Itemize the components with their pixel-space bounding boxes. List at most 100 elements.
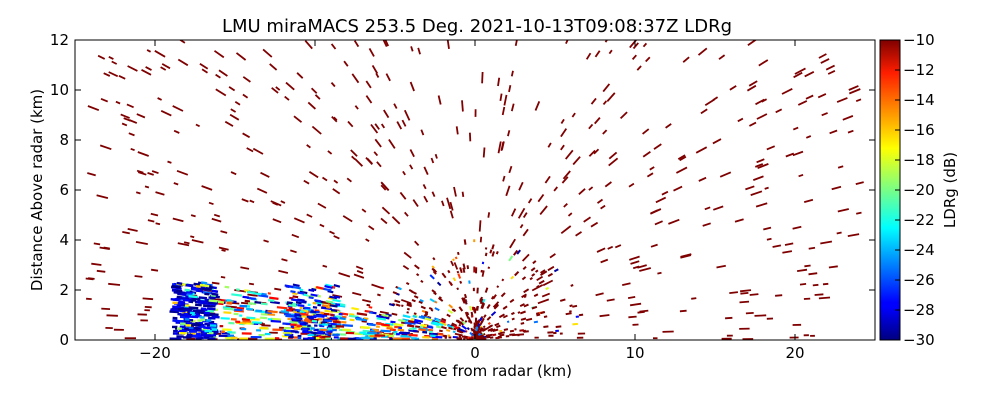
- echo-mark: [479, 236, 483, 243]
- echo-mark: [508, 255, 514, 262]
- echo-mark: [191, 239, 204, 244]
- echo-mark: [223, 307, 235, 311]
- echo-mark: [365, 238, 370, 242]
- echo-mark: [177, 242, 190, 247]
- echo-mark: [388, 303, 395, 307]
- echo-mark: [401, 304, 404, 307]
- echo-mark: [761, 98, 768, 103]
- echo-mark: [704, 206, 711, 211]
- echo-mark: [486, 303, 491, 309]
- colorbar-tick-label: −24: [903, 241, 935, 259]
- echo-mark: [424, 310, 429, 314]
- echo-mark: [297, 304, 305, 308]
- echo-mark: [600, 204, 606, 210]
- echo-mark: [312, 306, 318, 309]
- colorbar-label: LDRg (dB): [941, 152, 959, 228]
- echo-mark: [293, 285, 302, 290]
- echo-mark: [484, 287, 489, 293]
- echo-mark: [322, 264, 328, 268]
- echo-mark: [329, 304, 338, 308]
- echo-mark: [487, 321, 491, 326]
- echo-mark: [108, 55, 114, 60]
- echo-mark: [234, 100, 241, 106]
- echo-mark: [642, 150, 651, 158]
- echo-mark: [171, 285, 181, 289]
- echo-mark: [295, 301, 302, 305]
- echo-mark: [398, 332, 410, 335]
- echo-mark: [120, 113, 130, 119]
- echo-mark: [406, 303, 413, 308]
- echo-mark: [315, 286, 324, 290]
- echo-mark: [342, 215, 353, 223]
- echo-mark: [308, 288, 315, 292]
- echo-mark: [286, 301, 293, 305]
- colorbar-tick-label: −12: [903, 61, 935, 79]
- echo-mark: [184, 283, 193, 288]
- echo-mark: [583, 216, 592, 223]
- echo-mark: [631, 54, 637, 60]
- echo-mark: [303, 179, 310, 185]
- echo-mark: [803, 198, 814, 203]
- echo-mark: [306, 144, 311, 149]
- echo-mark: [792, 126, 799, 131]
- echo-mark: [856, 211, 862, 215]
- echo-mark: [637, 311, 645, 314]
- echo-mark: [567, 212, 573, 217]
- echo-mark: [560, 118, 565, 124]
- echo-mark: [245, 307, 254, 311]
- echo-mark: [395, 303, 401, 307]
- echo-mark: [588, 123, 594, 130]
- echo-mark: [280, 310, 290, 314]
- echo-mark: [522, 212, 528, 218]
- echo-mark: [421, 309, 426, 314]
- echo-mark: [447, 309, 454, 315]
- echo-mark: [368, 311, 373, 314]
- echo-mark: [396, 121, 403, 130]
- echo-mark: [632, 42, 639, 50]
- echo-mark: [458, 323, 462, 327]
- echo-mark: [679, 155, 687, 162]
- echo-mark: [435, 318, 441, 323]
- echo-mark: [307, 101, 317, 110]
- echo-mark: [608, 151, 618, 160]
- echo-mark: [456, 251, 460, 256]
- echo-mark: [763, 226, 772, 231]
- echo-mark: [805, 94, 814, 100]
- echo-mark: [403, 251, 412, 259]
- echo-mark: [331, 302, 336, 306]
- echo-mark: [482, 325, 486, 329]
- echo-mark: [510, 311, 515, 316]
- echo-mark: [126, 103, 134, 109]
- echo-mark: [463, 299, 468, 305]
- echo-mark: [497, 141, 502, 154]
- echo-mark: [198, 296, 208, 300]
- echo-mark: [311, 125, 322, 135]
- echo-mark: [242, 320, 252, 323]
- echo-mark: [461, 191, 465, 198]
- echo-mark: [446, 324, 453, 329]
- echo-mark: [293, 115, 303, 123]
- echo-mark: [501, 141, 505, 150]
- x-axis: −20 −10 0 10 20: [139, 40, 805, 362]
- echo-mark: [144, 185, 150, 189]
- echo-mark: [575, 231, 582, 237]
- echo-mark: [430, 157, 435, 164]
- echo-mark: [836, 231, 842, 235]
- echo-mark: [85, 277, 94, 281]
- echo-mark: [713, 205, 724, 211]
- echo-mark: [499, 333, 505, 337]
- echo-mark: [151, 170, 159, 175]
- echo-mark: [847, 129, 854, 134]
- echo-mark: [147, 172, 154, 176]
- echo-mark: [379, 310, 389, 315]
- echo-mark: [317, 202, 327, 209]
- echo-mark: [302, 293, 308, 297]
- x-tick-label: −20: [139, 344, 171, 362]
- echo-mark: [269, 63, 278, 71]
- echo-mark: [380, 329, 391, 333]
- echo-mark: [461, 324, 468, 330]
- echo-mark: [429, 274, 435, 280]
- echo-mark: [426, 325, 434, 329]
- echo-mark: [250, 318, 260, 321]
- echo-mark: [199, 300, 207, 304]
